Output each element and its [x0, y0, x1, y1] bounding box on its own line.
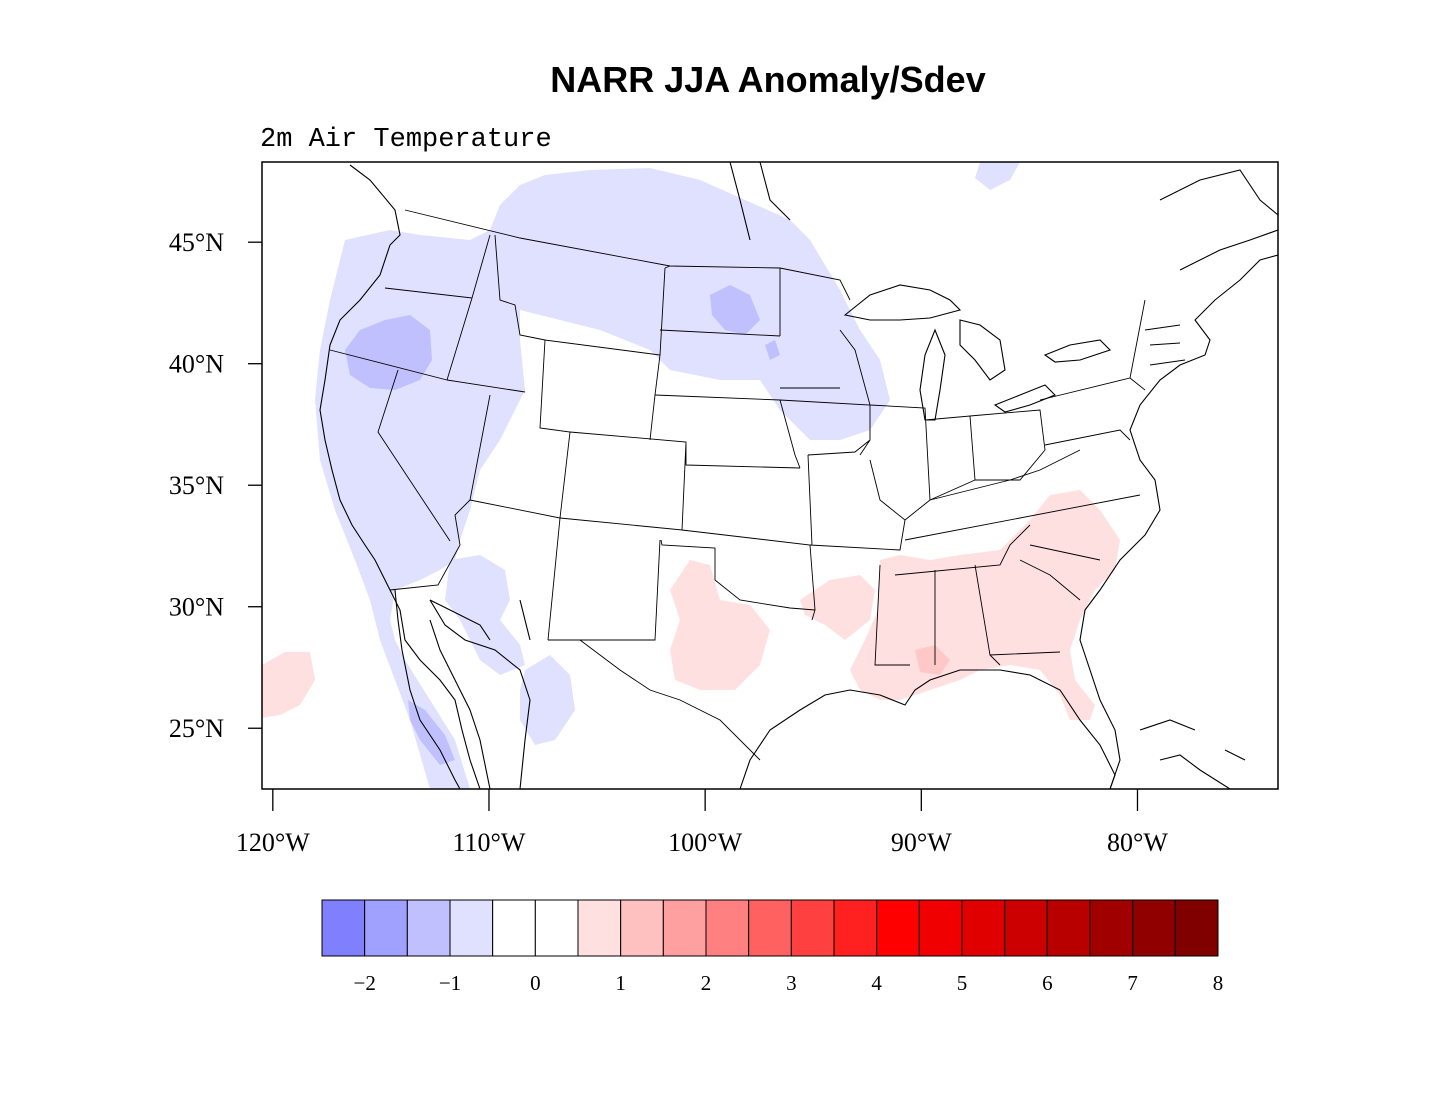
colorbar-label: 1 — [615, 971, 626, 995]
colorbar-swatch — [1089, 899, 1134, 957]
hudson-bay-area — [729, 162, 1278, 271]
oh-in-ky-tn-lines — [894, 409, 1141, 576]
gulf-coastline — [739, 669, 1116, 789]
cold-region-baja-core — [408, 700, 455, 765]
warm-region-texas — [670, 560, 770, 690]
pacific-coastline — [319, 164, 481, 789]
colorbar-swatch — [1046, 899, 1091, 957]
colorbar-label: −1 — [439, 971, 461, 995]
baja-west-coast — [394, 589, 461, 789]
mn-wi-il-lines — [779, 268, 976, 521]
warm-region-gulf-core — [915, 645, 950, 675]
cold-region-baja-sonora — [445, 555, 525, 675]
great-lakes — [843, 284, 1112, 421]
coastlines — [319, 162, 1278, 789]
colorbar-label: 7 — [1127, 971, 1138, 995]
colorbar-swatch — [918, 899, 963, 957]
colorbar-swatch — [1004, 899, 1048, 957]
warm-anomaly-regions — [262, 490, 1120, 720]
colorbar-swatch — [534, 899, 579, 957]
colorbar-swatch — [961, 899, 1006, 957]
colorbar-swatch — [705, 899, 750, 957]
warm-region-pacific — [262, 652, 315, 718]
bahamas-cuba — [1139, 719, 1246, 789]
longitude-axis: 120°W 110°W 100°W 90°W 80°W — [236, 789, 1168, 857]
mexico-pacific-east — [429, 599, 531, 641]
cold-region-northwest — [315, 168, 890, 789]
warm-region-louisiana-west — [800, 575, 875, 640]
cold-region-maine — [975, 162, 1020, 190]
colorbar-label: 8 — [1213, 971, 1224, 995]
colorbar-label: 4 — [871, 971, 882, 995]
state-boundaries — [329, 209, 1186, 761]
colorbar-label: 5 — [957, 971, 968, 995]
figure-subtitle: 2m Air Temperature — [260, 125, 552, 155]
northeast-lines — [1039, 299, 1186, 446]
lon-tick-label: 120°W — [236, 828, 310, 857]
warm-region-southeast — [850, 490, 1120, 720]
colorbar-swatch — [364, 899, 408, 957]
figure-title: NARR JJA Anomaly/Sdev — [550, 59, 985, 100]
lon-tick-label: 100°W — [668, 828, 742, 857]
colorbar-swatch — [876, 899, 920, 957]
colorbar-swatch — [748, 899, 792, 957]
lat-tick-label: 30°N — [169, 593, 224, 622]
colorbar-label: 0 — [530, 971, 541, 995]
colorbar-swatch — [406, 899, 451, 957]
cold-region-sinaloa — [520, 655, 575, 745]
colorbar-label: 3 — [786, 971, 797, 995]
lat-tick-label: 35°N — [169, 471, 224, 500]
colorbar-label: 6 — [1042, 971, 1053, 995]
lon-tick-label: 110°W — [452, 828, 525, 857]
canada-border — [404, 209, 851, 301]
colorbar-swatch — [449, 899, 494, 957]
colorbar-swatch — [321, 899, 366, 957]
colorbar-swatch — [1174, 899, 1219, 957]
atlantic-coastline — [1079, 254, 1278, 789]
latitude-axis: 45°N 40°N 35°N 30°N 25°N — [169, 228, 262, 743]
or-wa-id-lines — [329, 234, 526, 542]
lon-tick-label: 90°W — [891, 828, 952, 857]
colorbar-label: −2 — [353, 971, 375, 995]
lat-tick-label: 45°N — [169, 228, 224, 257]
lon-tick-label: 80°W — [1107, 828, 1168, 857]
cold-region-oregon-core — [345, 315, 432, 390]
colorbar: −2 −1 0 1 2 3 4 5 6 7 8 — [321, 899, 1224, 995]
south-lines — [874, 544, 1101, 666]
cold-region-iowa — [765, 340, 780, 360]
lat-tick-label: 40°N — [169, 350, 224, 379]
map-plot-area — [262, 162, 1278, 789]
colorbar-swatch — [577, 899, 622, 957]
lat-tick-label: 25°N — [169, 714, 224, 743]
gulf-of-california — [429, 599, 531, 789]
colorbar-swatch — [1132, 899, 1176, 957]
colorbar-swatch — [833, 899, 878, 957]
colorbar-swatch — [492, 899, 536, 957]
colorbar-swatch — [620, 899, 664, 957]
colorbar-swatch — [790, 899, 835, 957]
cold-anomaly-regions — [315, 162, 1020, 789]
colorbar-swatch — [662, 899, 707, 957]
cold-region-dakota — [710, 285, 760, 335]
colorbar-label: 2 — [701, 971, 712, 995]
co-ks-ok-tx-lines — [548, 394, 816, 761]
mt-wy-dakota-lines — [494, 234, 781, 401]
plot-frame — [261, 161, 1279, 790]
